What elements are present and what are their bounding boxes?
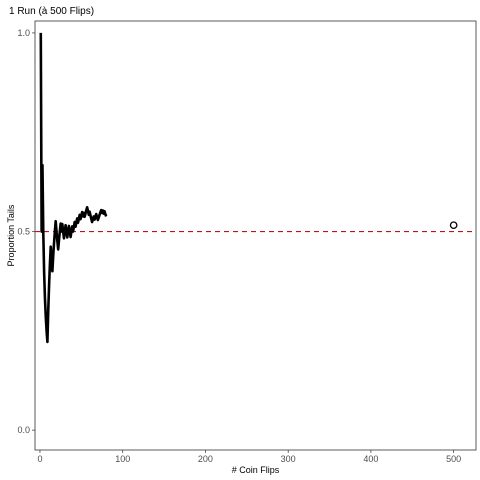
y-axis: 0.0 0.5 1.0	[17, 28, 35, 435]
x-tick-label: 400	[363, 454, 378, 464]
x-axis: 0 100 200 300 400 500	[37, 450, 461, 464]
plot-panel	[34, 20, 477, 451]
end-point	[449, 221, 458, 230]
chart-title: 1 Run (à 500 Flips)	[9, 6, 94, 17]
series-line-1	[39, 32, 108, 344]
x-axis-title: # Coin Flips	[232, 465, 280, 475]
y-tick-label: 0.5	[17, 227, 30, 237]
x-tick-label: 200	[198, 454, 213, 464]
series-group	[39, 32, 458, 344]
y-axis-title: Proportion Tails	[6, 204, 16, 266]
x-tick-label: 500	[446, 454, 461, 464]
x-tick-label: 300	[281, 454, 296, 464]
x-tick-label: 0	[37, 454, 42, 464]
x-tick-label: 100	[115, 454, 130, 464]
y-tick-label: 1.0	[17, 28, 30, 38]
y-tick-label: 0.0	[17, 425, 30, 435]
